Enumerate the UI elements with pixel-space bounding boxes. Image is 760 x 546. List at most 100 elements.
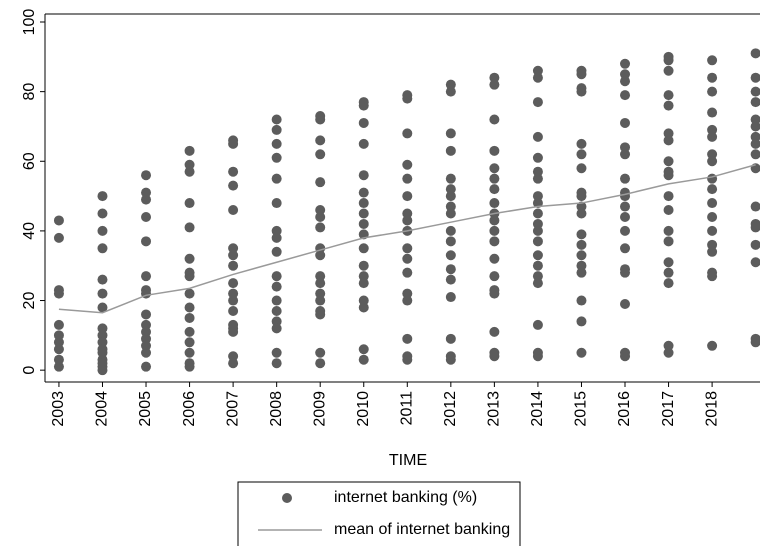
data-point: [141, 347, 152, 358]
data-point: [707, 86, 718, 97]
data-point: [53, 337, 64, 348]
data-point: [750, 86, 760, 97]
data-point: [141, 271, 152, 282]
data-point: [271, 152, 282, 163]
data-point: [445, 184, 456, 195]
data-point: [271, 271, 282, 282]
data-point: [489, 198, 500, 209]
data-point: [53, 354, 64, 365]
data-point: [141, 211, 152, 222]
data-point: [228, 295, 239, 306]
data-point: [620, 225, 631, 236]
data-point: [532, 236, 543, 247]
data-point: [358, 117, 369, 128]
x-tick-label: 2004: [94, 391, 111, 427]
data-point: [358, 278, 369, 289]
y-tick-label: 0: [21, 366, 38, 375]
y-tick-label: 60: [21, 152, 38, 170]
data-point: [489, 145, 500, 156]
x-tick-label: 2006: [181, 391, 198, 427]
data-point: [663, 347, 674, 358]
data-point: [315, 177, 326, 188]
data-point: [315, 222, 326, 233]
data-point: [228, 305, 239, 316]
data-point: [358, 100, 369, 111]
data-point: [184, 271, 195, 282]
data-point: [576, 69, 587, 80]
data-point: [271, 358, 282, 369]
data-point: [532, 97, 543, 108]
data-point: [141, 333, 152, 344]
data-point: [489, 326, 500, 337]
data-point: [576, 239, 587, 250]
data-point: [53, 344, 64, 355]
data-point: [489, 184, 500, 195]
data-point: [228, 180, 239, 191]
data-point: [707, 55, 718, 66]
data-point: [663, 65, 674, 76]
data-point: [445, 264, 456, 275]
data-point: [184, 145, 195, 156]
data-point: [315, 211, 326, 222]
x-tick-label: 2005: [137, 391, 154, 427]
data-point: [663, 267, 674, 278]
data-point: [402, 173, 413, 184]
data-point: [141, 236, 152, 247]
legend-box: [237, 481, 521, 546]
data-point: [445, 201, 456, 212]
x-tick-label: 2007: [224, 391, 241, 427]
data-point: [707, 184, 718, 195]
data-point: [97, 323, 108, 334]
mean-line: [58, 164, 756, 314]
data-point: [707, 239, 718, 250]
data-point: [532, 278, 543, 289]
data-point: [750, 97, 760, 108]
data-point: [271, 281, 282, 292]
data-point: [620, 201, 631, 212]
data-point: [358, 271, 369, 282]
data-point: [532, 191, 543, 202]
data-point: [271, 316, 282, 327]
y-tick-label: 80: [21, 83, 38, 101]
data-point: [532, 72, 543, 83]
data-point: [576, 86, 587, 97]
data-point: [97, 208, 108, 219]
data-point: [750, 48, 760, 59]
data-point: [489, 114, 500, 125]
data-point: [271, 124, 282, 135]
data-point: [620, 351, 631, 362]
x-tick-label: 2008: [268, 391, 285, 427]
data-point: [141, 340, 152, 351]
data-point: [141, 326, 152, 337]
data-point: [663, 170, 674, 181]
data-point: [576, 229, 587, 240]
data-point: [184, 312, 195, 323]
data-point: [184, 337, 195, 348]
x-tick-label: 2003: [50, 391, 67, 427]
data-point: [271, 232, 282, 243]
data-point: [707, 107, 718, 118]
data-point: [315, 135, 326, 146]
data-point: [228, 250, 239, 261]
data-point: [489, 351, 500, 362]
data-point: [663, 55, 674, 66]
data-point: [358, 198, 369, 209]
data-point: [358, 243, 369, 254]
data-point: [228, 326, 239, 337]
data-point: [707, 340, 718, 351]
data-point: [228, 260, 239, 271]
data-point: [445, 333, 456, 344]
data-point: [489, 271, 500, 282]
data-point: [750, 149, 760, 160]
data-point: [97, 243, 108, 254]
data-point: [532, 65, 543, 76]
data-point: [576, 316, 587, 327]
data-point: [358, 302, 369, 313]
x-tick-label: 2012: [442, 391, 459, 427]
data-point: [445, 145, 456, 156]
data-point: [228, 166, 239, 177]
data-point: [750, 121, 760, 132]
data-point: [707, 198, 718, 209]
data-point: [663, 205, 674, 216]
data-point: [271, 138, 282, 149]
